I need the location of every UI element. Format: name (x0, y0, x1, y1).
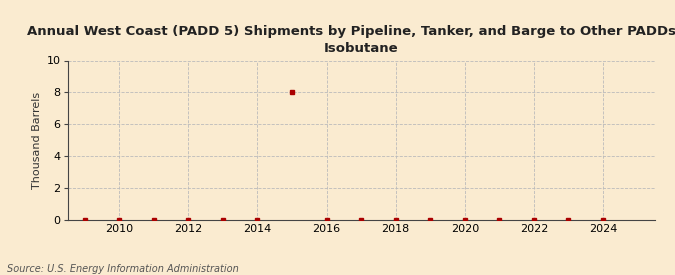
Y-axis label: Thousand Barrels: Thousand Barrels (32, 92, 43, 189)
Title: Annual West Coast (PADD 5) Shipments by Pipeline, Tanker, and Barge to Other PAD: Annual West Coast (PADD 5) Shipments by … (27, 25, 675, 55)
Text: Source: U.S. Energy Information Administration: Source: U.S. Energy Information Administ… (7, 264, 238, 274)
